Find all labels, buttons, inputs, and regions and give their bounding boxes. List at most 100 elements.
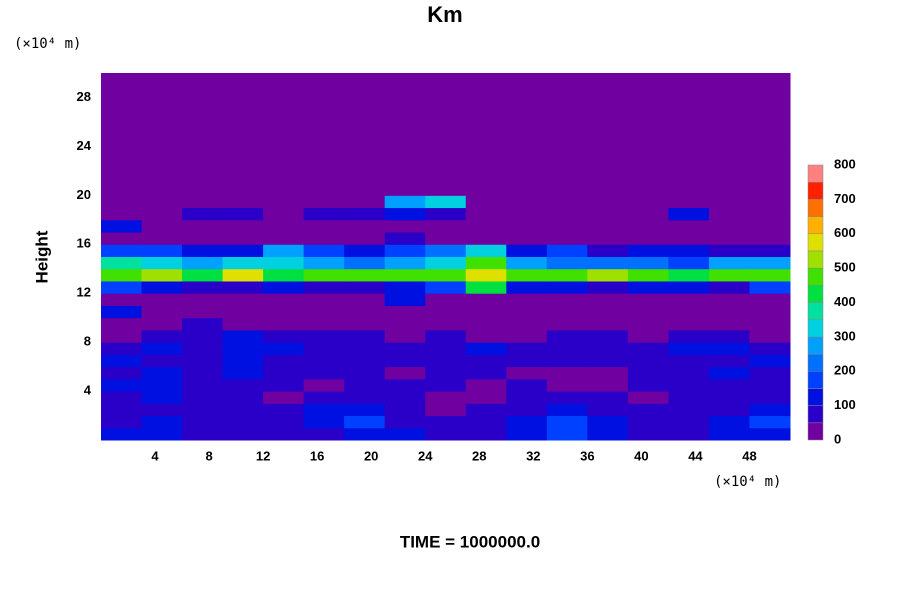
contour-cell — [627, 427, 669, 441]
contour-cell — [384, 354, 426, 368]
contour-cell — [587, 427, 629, 441]
contour-cell — [546, 158, 588, 172]
colorbar-swatch — [807, 405, 824, 424]
x-tick-label: 44 — [688, 448, 703, 463]
contour-cell — [627, 121, 669, 135]
x-tick-label: 36 — [580, 448, 594, 463]
x-tick-label: 48 — [742, 448, 756, 463]
contour-cell — [101, 146, 143, 160]
contour-cell — [587, 268, 629, 282]
contour-cell — [506, 195, 548, 209]
contour-cell — [587, 329, 629, 343]
contour-cell — [587, 293, 629, 306]
contour-cell — [101, 183, 143, 196]
contour-cell — [546, 183, 588, 196]
contour-cell — [182, 244, 224, 257]
colorbar-swatch — [807, 285, 824, 303]
contour-cell — [425, 85, 467, 98]
contour-cell — [546, 134, 588, 147]
contour-cell — [344, 207, 386, 221]
x-tick-label: 20 — [364, 448, 378, 463]
contour-cell — [222, 305, 264, 319]
contour-cell — [708, 256, 750, 270]
contour-cell — [344, 85, 386, 98]
contour-cell — [384, 317, 426, 331]
contour-cell — [141, 354, 183, 368]
contour-cell — [141, 158, 183, 172]
contour-cell — [506, 280, 548, 294]
contour-cell — [708, 268, 750, 282]
contour-cell — [384, 109, 426, 123]
contour-cell — [222, 354, 264, 368]
contour-cell — [101, 121, 143, 135]
contour-cell — [384, 244, 426, 257]
colorbar-tick-label: 200 — [834, 363, 856, 378]
contour-cell — [222, 415, 264, 429]
contour-cell — [708, 219, 750, 233]
contour-cell — [627, 109, 669, 123]
contour-cell — [506, 121, 548, 135]
contour-cell — [587, 342, 629, 355]
contour-cell — [668, 73, 710, 86]
contour-cell — [465, 354, 507, 368]
contour-cell — [668, 97, 710, 111]
contour-cell — [627, 293, 669, 306]
contour-cell — [384, 73, 426, 86]
contour-cell — [465, 121, 507, 135]
contour-cell — [344, 354, 386, 368]
contour-cell — [384, 293, 426, 306]
contour-cell — [263, 354, 305, 368]
contour-cell — [182, 195, 224, 209]
contour-cell — [627, 280, 669, 294]
contour-cell — [546, 219, 588, 233]
contour-cell — [425, 183, 467, 196]
contour-cell — [344, 427, 386, 441]
contour-cell — [222, 73, 264, 86]
contour-cell — [506, 268, 548, 282]
contour-cell — [627, 378, 669, 392]
y-tick-label: 4 — [84, 383, 92, 398]
contour-cell — [425, 121, 467, 135]
contour-cell — [708, 366, 750, 380]
contour-cell — [627, 183, 669, 196]
contour-cell — [384, 427, 426, 441]
contour-cell — [101, 158, 143, 172]
contour-cell — [384, 170, 426, 184]
contour-cell — [708, 342, 750, 355]
contour-cell — [749, 415, 791, 429]
contour-cell — [303, 85, 345, 98]
contour-cell — [668, 403, 710, 417]
contour-cell — [303, 121, 345, 135]
contour-cell — [263, 305, 305, 319]
contour-cell — [101, 317, 143, 331]
contour-cell — [182, 170, 224, 184]
contour-cell — [141, 134, 183, 147]
y-tick-label: 20 — [77, 187, 91, 202]
contour-cell — [546, 293, 588, 306]
contour-cell — [627, 158, 669, 172]
contour-cell — [465, 85, 507, 98]
contour-cell — [344, 244, 386, 257]
contour-cell — [141, 305, 183, 319]
contour-cell — [465, 293, 507, 306]
contour-cell — [182, 232, 224, 245]
contour-cell — [303, 317, 345, 331]
contour-cell — [384, 415, 426, 429]
contour-cell — [506, 244, 548, 257]
contour-cell — [546, 305, 588, 319]
colorbar-tick-label: 600 — [834, 225, 856, 240]
contour-cell — [384, 158, 426, 172]
contour-cell — [222, 268, 264, 282]
contour-cell — [101, 354, 143, 368]
contour-cell — [222, 170, 264, 184]
contour-cell — [668, 232, 710, 245]
contour-cell — [101, 391, 143, 404]
contour-cell — [749, 354, 791, 368]
contour-cell — [263, 366, 305, 380]
contour-cell — [303, 109, 345, 123]
contour-cell — [182, 305, 224, 319]
contour-cell — [182, 109, 224, 123]
contour-cell — [182, 378, 224, 392]
contour-cell — [587, 244, 629, 257]
contour-cell — [465, 391, 507, 404]
